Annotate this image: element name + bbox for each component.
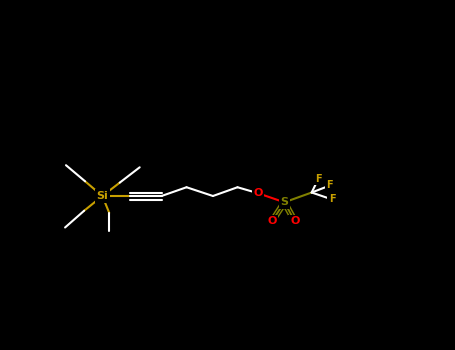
Text: Si: Si <box>96 191 108 201</box>
Text: O: O <box>253 188 263 198</box>
Text: S: S <box>280 197 288 207</box>
Text: O: O <box>290 216 299 226</box>
Text: F: F <box>329 195 335 204</box>
Text: F: F <box>327 181 333 190</box>
Text: F: F <box>315 174 322 183</box>
Text: O: O <box>268 216 277 226</box>
